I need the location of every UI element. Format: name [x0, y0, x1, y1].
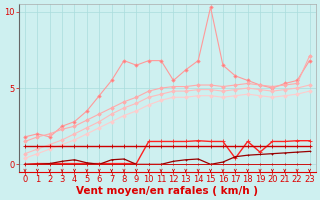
X-axis label: Vent moyen/en rafales ( km/h ): Vent moyen/en rafales ( km/h ) [76, 186, 258, 196]
